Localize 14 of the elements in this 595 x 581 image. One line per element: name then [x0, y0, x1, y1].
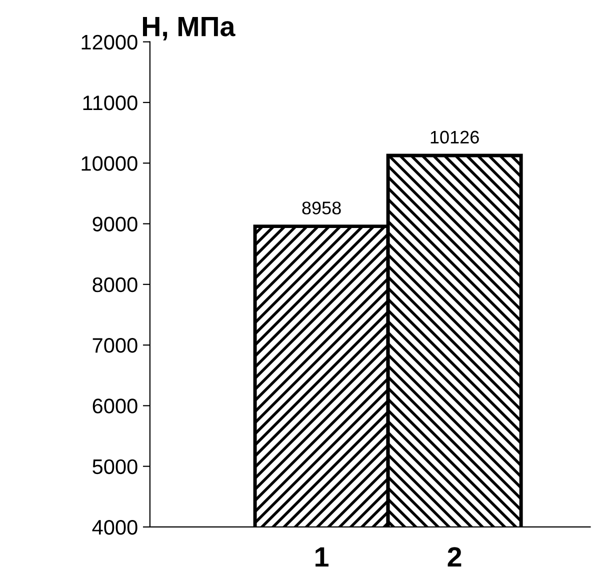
y-tick-label: 6000: [92, 398, 138, 414]
y-tick-label: 12000: [82, 34, 138, 50]
data-label: 8958: [302, 202, 341, 214]
x-tick-label: 1: [316, 547, 328, 567]
y-tick-label: 4000: [92, 520, 138, 535]
data-label: 10126: [430, 130, 479, 144]
x-tick-label: 2: [448, 547, 462, 567]
y-axis-title: H, МПа: [142, 16, 236, 40]
y-tick-label: 11000: [83, 95, 138, 110]
y-tick-label: 10000: [82, 156, 138, 171]
y-tick-label: 9000: [92, 216, 138, 232]
y-tick-label: 7000: [92, 338, 138, 353]
y-tick-label: 5000: [92, 459, 138, 474]
y-tick-label: 8000: [92, 277, 138, 292]
